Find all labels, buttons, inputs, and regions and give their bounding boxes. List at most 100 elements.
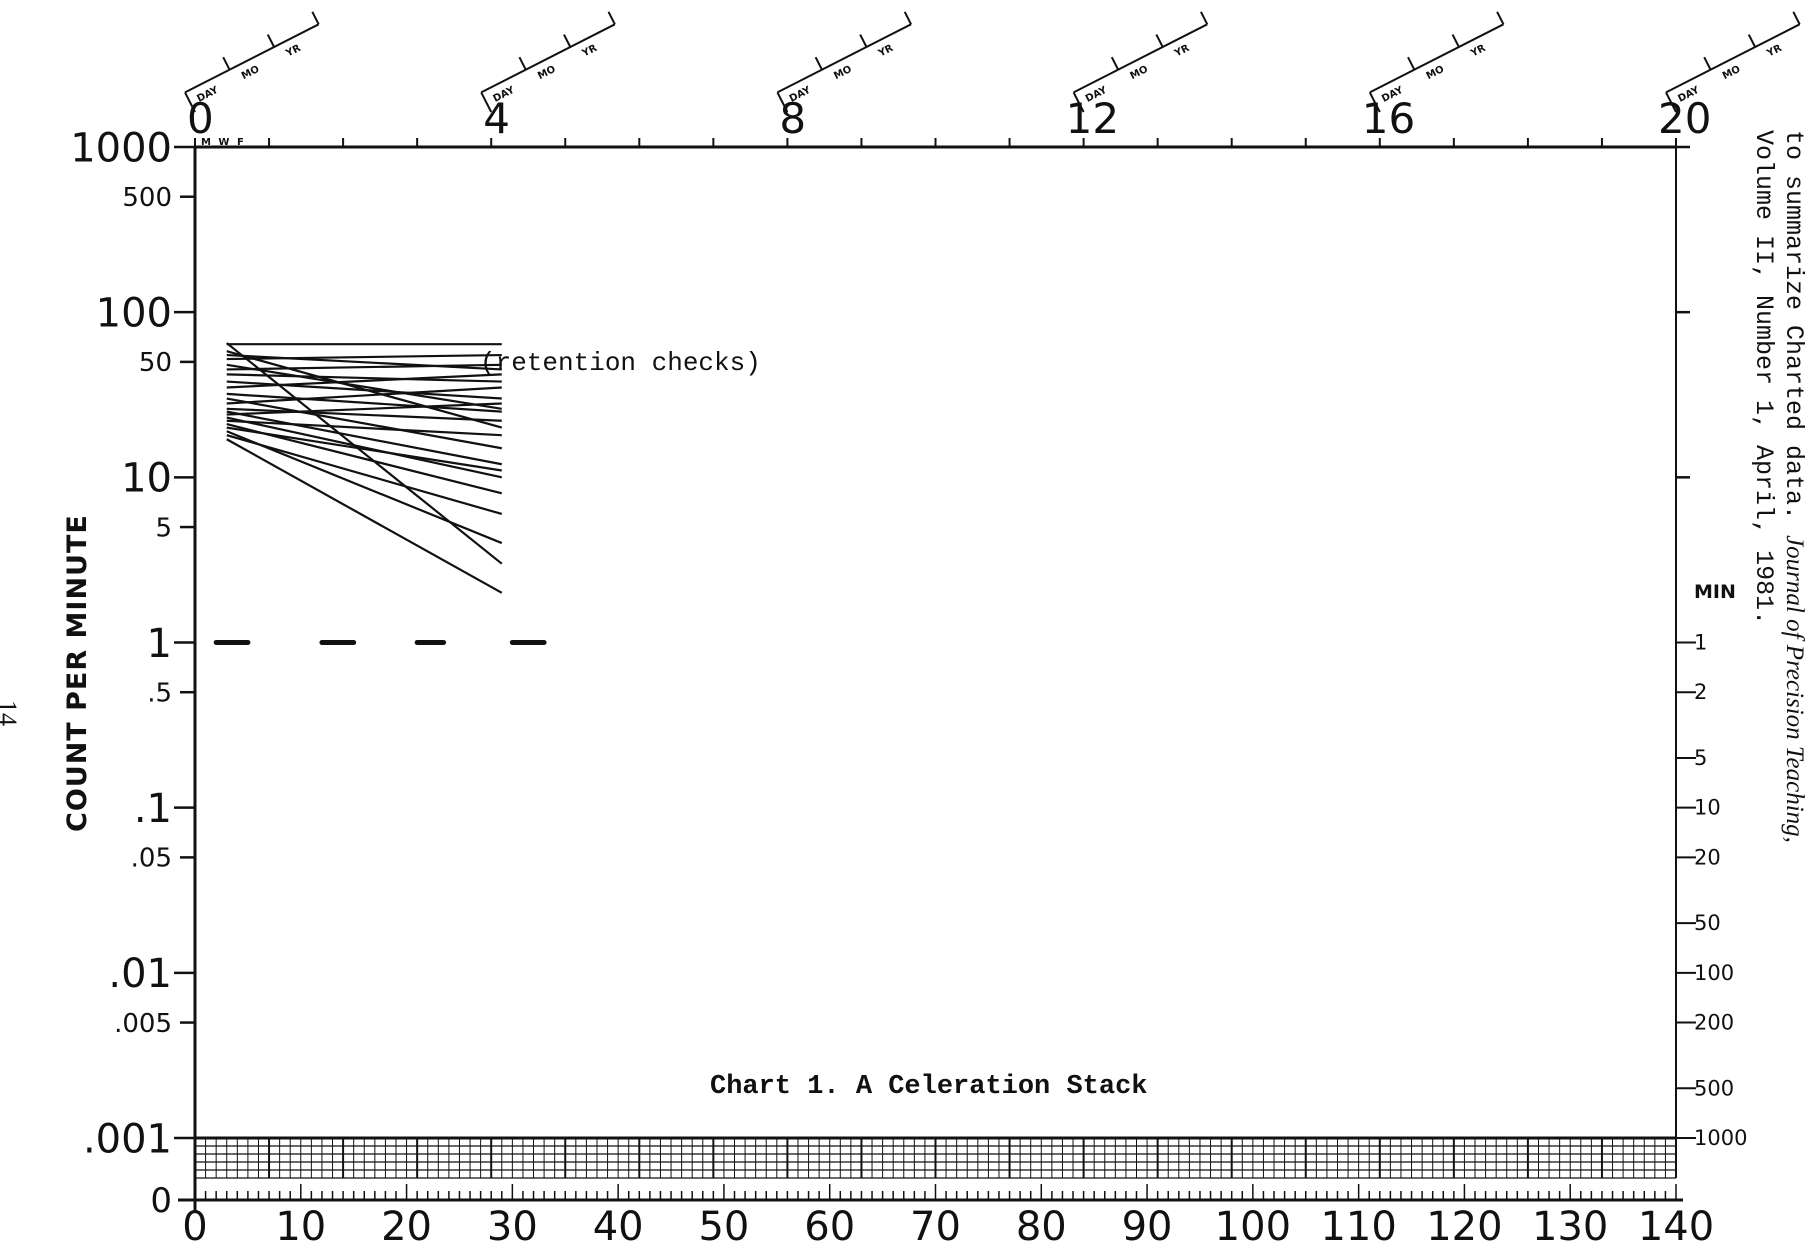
date-box-rule [1073,23,1208,94]
date-box-divider [1451,34,1460,48]
x-tick-label: 0 [182,1204,207,1250]
x-tick-label: 10 [275,1204,326,1250]
right-tick-label: 2 [1694,680,1707,704]
celeration-line [226,373,502,383]
celeration-line [226,363,502,410]
celeration-line [226,426,502,472]
date-box-label: MO [240,64,261,82]
x-tick-label: 100 [1215,1204,1291,1250]
right-tick-label: 20 [1694,845,1721,869]
date-box-label: YR [876,43,895,60]
date-box-divider [563,34,572,48]
date-box-divider [518,56,527,71]
top-week-label: 16 [1362,94,1415,143]
date-box-divider [1155,34,1164,48]
data-series [226,342,503,594]
y-tick-label: .5 [147,679,172,709]
date-box-divider [266,34,276,48]
right-tick-label: 5 [1694,746,1707,770]
y-tick-label: 1000 [70,125,172,171]
date-box-label: MO [536,64,557,82]
y-tick-label: 1 [147,621,172,667]
y-tick-label: 5 [155,513,172,543]
date-box-label: MO [1425,64,1446,82]
right-tick-label: 10 [1694,796,1721,820]
celeration-line [226,407,502,422]
right-tick-label: 200 [1694,1011,1734,1035]
citation-journal: Journal of Precision Teaching, [1781,535,1808,843]
celeration-line [226,430,503,545]
date-box-divider [311,11,320,25]
date-box-divider [607,11,616,25]
celeration-line [226,438,503,594]
x-axis: 0 10 20 30 40 50 60 70 80 90 100 110 120 130 140 [182,1184,1714,1250]
date-box-label: YR [1468,43,1487,60]
right-tick-label: 500 [1694,1076,1734,1100]
y-tick-label: .005 [114,1009,172,1039]
date-box-post [1368,91,1381,113]
y-tick-label: 100 [96,291,172,337]
x-tick-label: 40 [593,1204,644,1250]
chart-frame [193,145,1677,1213]
top-week-label: 0 [187,94,214,143]
x-tick-label: 120 [1426,1204,1502,1250]
date-box-divider [1110,56,1120,71]
y-tick-label: 0 [150,1181,172,1221]
right-axis: MIN 1 2 5 10 20 50 100 200 500 1000 [1676,145,1747,1150]
date-box-divider [1496,11,1505,25]
right-tick-label: 50 [1694,911,1721,935]
day-marks: M W F [201,137,246,148]
y-tick-label: 50 [139,348,172,378]
celeration-line [226,410,502,466]
date-box-divider [1747,34,1757,48]
celeration-line [226,363,502,371]
x-tick-label: 130 [1532,1204,1608,1250]
y-tick-label: .001 [83,1116,172,1162]
x-tick-label: 80 [1016,1204,1067,1250]
celeration-line [226,392,502,413]
celeration-line [226,342,503,565]
x-tick-label: 140 [1638,1204,1714,1250]
date-box-rule [776,23,912,94]
x-tick-label: 20 [381,1204,432,1250]
date-box-post [1072,91,1085,113]
x-tick-label: 90 [1122,1204,1173,1250]
page-number: 14 [0,700,22,726]
date-box-divider [859,34,868,48]
date-box-rule [1369,23,1504,94]
right-tick-label: 100 [1694,961,1734,985]
date-box-rule [480,23,616,94]
date-box-label: MO [1721,64,1742,82]
celeration-line [226,416,503,479]
celeration-line [226,353,502,361]
date-box-label: YR [580,43,599,60]
date-box-label: YR [1765,43,1784,60]
x-tick-label: 50 [698,1204,749,1250]
y-tick-label: 500 [122,183,172,213]
citation-line-2: Volume II, Number 1, April, 1981. [1749,130,1778,626]
x-tick-label: 110 [1320,1204,1396,1250]
date-box-post [776,91,789,113]
celeration-line [226,419,502,437]
right-tick-label: 1000 [1694,1126,1747,1150]
top-axis: 0DAYMOYR4DAYMOYR8DAYMOYR12DAYMOYR16DAYMO… [184,11,1801,148]
y-tick-label: .01 [108,951,172,997]
y-axis-label: COUNT PER MINUTE [62,514,93,832]
top-week-label: 12 [1066,94,1119,143]
date-box-divider [1407,56,1416,71]
chart-caption: Chart 1. A Celeration Stack [710,1072,1147,1102]
right-axis-title: MIN [1694,581,1736,603]
date-box-label: YR [284,43,303,60]
x-tick-label: 70 [910,1204,961,1250]
date-box-post [184,91,196,113]
celeration-line [226,434,503,516]
top-week-label: 8 [779,94,806,143]
y-tick-label: 10 [121,456,172,502]
celeration-line [226,373,502,389]
date-box-divider [903,11,912,25]
